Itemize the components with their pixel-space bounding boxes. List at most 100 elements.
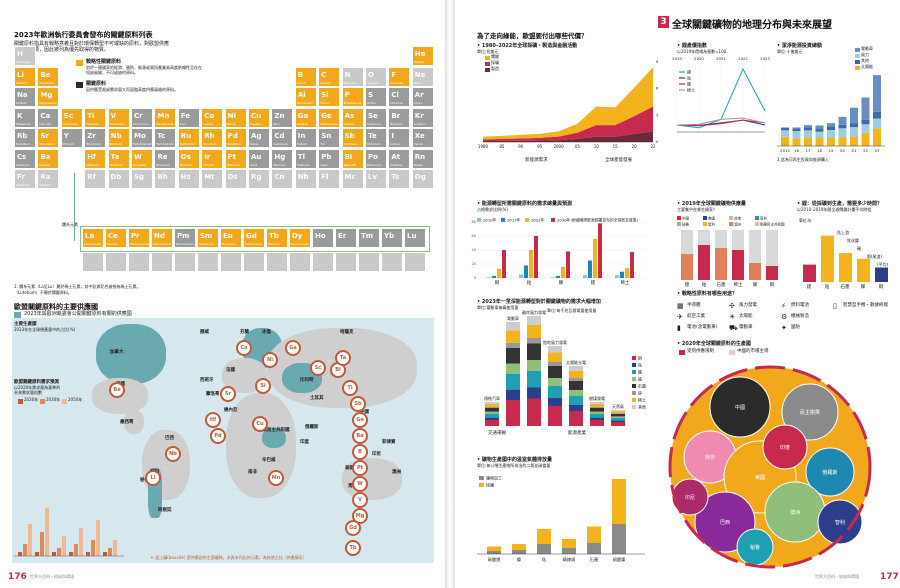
- c5-legend-label: 其他: [734, 216, 742, 221]
- c1-y-tick: 6: [656, 87, 658, 91]
- c4-legend-swatch: [551, 218, 555, 222]
- c3-bar-segment: [838, 128, 847, 138]
- element-lu: Lu: [404, 228, 426, 248]
- element-symbol: Pb: [321, 152, 332, 161]
- element-symbol: Co: [204, 111, 215, 120]
- actinide-cell: [358, 252, 380, 272]
- demand-bar: [62, 536, 66, 556]
- c3-bar-segment: [827, 138, 835, 146]
- demand-bars: [14, 508, 124, 557]
- c5-legend-swatch: [677, 216, 681, 220]
- demand-legend-label: 2020年: [24, 397, 39, 402]
- map-legend-swatch: [14, 312, 21, 318]
- c3-x-tick: 21: [852, 148, 857, 153]
- c2-legend-label: 鈷: [687, 75, 691, 81]
- element-name: Europium: [222, 242, 237, 246]
- country-label: 泰國: [345, 466, 354, 471]
- element-symbol: Cs: [17, 152, 27, 161]
- c8-note: 硬: [857, 245, 861, 251]
- demand-bar: [79, 528, 83, 556]
- c3-x-tick: 19: [829, 148, 834, 153]
- element-ti: Ti Titanium: [84, 107, 107, 128]
- element-name: Argon: [413, 101, 423, 105]
- voronoi-ring: [668, 365, 872, 569]
- element-name: Xenon: [413, 142, 424, 146]
- element-nb: Nb Niobium: [107, 128, 130, 148]
- element-yb: Yb: [381, 228, 403, 248]
- element-fl: Fl: [318, 169, 341, 189]
- element-na: Na Sodium: [14, 87, 36, 107]
- c3-bar-segment: [804, 125, 812, 128]
- c1-title: • 1980–2022年全球採礦・製造與金融活動: [477, 43, 578, 49]
- c8-note: 銅(尾渣): [867, 253, 883, 259]
- map-subtitle: 2023年與歐洲執委會公開關鍵原料有關的供應國: [24, 311, 132, 317]
- legend-line3: 短缺風險，不可或缺的原料。: [86, 70, 138, 75]
- c2-legend-label: 鎳: [687, 81, 691, 87]
- element-symbol: Tl: [297, 152, 305, 161]
- app-label: 太陽能: [739, 314, 753, 319]
- element-symbol: Tc: [157, 132, 166, 140]
- app-icon: ✈: [677, 313, 683, 321]
- element-name: Dysprosium: [291, 242, 309, 246]
- c3-bar-segment: [850, 127, 858, 137]
- country-label: 印尼: [372, 452, 381, 457]
- c6-bar-segment: [569, 381, 583, 390]
- c6-bar-segment: [590, 403, 604, 407]
- c4-x-tick: 銅: [495, 279, 500, 286]
- voronoi-label: 民主剛果: [800, 409, 820, 416]
- element-ni: Ni Nickel: [224, 107, 247, 128]
- element-os: Os Osmium: [177, 148, 200, 169]
- element-name: Caesium: [16, 162, 29, 167]
- c5-bar-rest: [732, 230, 744, 250]
- element-name: Helium: [413, 60, 425, 64]
- element-symbol: Cl: [391, 91, 399, 99]
- c3-x-tick: 17: [806, 148, 811, 153]
- element-ar: Ar Argon: [411, 87, 434, 107]
- element-symbol: Mc: [344, 173, 356, 181]
- app-icon: ⛟: [729, 324, 738, 332]
- map-title: 歐盟關鍵原料的主要供應國: [14, 303, 98, 311]
- c6-bar-segment: [590, 417, 604, 420]
- element-symbol: Br: [391, 111, 401, 120]
- element-symbol: Fe: [180, 111, 191, 120]
- element-tb: Tb Terbium: [266, 228, 288, 248]
- c7-bar-mining: [562, 539, 576, 548]
- c6-legend-swatch: [632, 384, 636, 388]
- c7-bar-mining: [487, 546, 501, 551]
- element-zr: Zr Zirconium: [84, 128, 107, 148]
- country-label: 辛巴威: [262, 458, 276, 463]
- element-name: Zinc: [273, 121, 280, 126]
- c6-group2: 能源產業: [568, 429, 586, 436]
- c6-bar-label: 太陽能光電: [566, 359, 586, 365]
- element-symbol: Hs: [180, 173, 191, 181]
- c4-bar: [487, 277, 491, 278]
- element-rf: Rf: [84, 169, 107, 189]
- c6-bar-label: 電動車: [507, 315, 519, 321]
- voronoi-cell: [781, 383, 839, 441]
- c7-bar-processing: [562, 548, 576, 554]
- legend-swatch: [76, 60, 83, 66]
- c4-bar: [534, 236, 538, 278]
- element-k: K Potassium: [14, 107, 36, 128]
- c2-title: • 鋰產價指數: [677, 43, 707, 49]
- c6-bar-segment: [611, 413, 625, 414]
- c3-x-tick: 22: [863, 148, 868, 153]
- c1-x-tick: 22: [650, 144, 656, 149]
- section-title: 全球關鍵礦物的地理分布與未來展望: [672, 20, 832, 31]
- c7-x-tick: 硫酸鎳: [613, 556, 626, 563]
- country-label: 南非: [248, 470, 257, 475]
- element-symbol: Mg: [40, 91, 53, 99]
- element-name: Silver: [250, 142, 259, 146]
- c6-legend-label: 銅: [638, 355, 642, 361]
- element-in: In Indium: [294, 128, 317, 148]
- legend-line2: 因供應受限或需求量大而面臨高度供應風險的原料。: [86, 87, 178, 92]
- demand-bar: [74, 544, 78, 556]
- element-symbol: Rg: [251, 173, 262, 181]
- c7-bar-mining: [537, 529, 551, 544]
- legend-line1: 關鍵原料: [86, 81, 107, 87]
- c6-bar-segment: [506, 374, 520, 390]
- c7-x-tick: 鎳: [517, 556, 521, 563]
- ring-mn: Mn: [268, 470, 284, 486]
- element-cu: Cu Copper: [248, 107, 270, 128]
